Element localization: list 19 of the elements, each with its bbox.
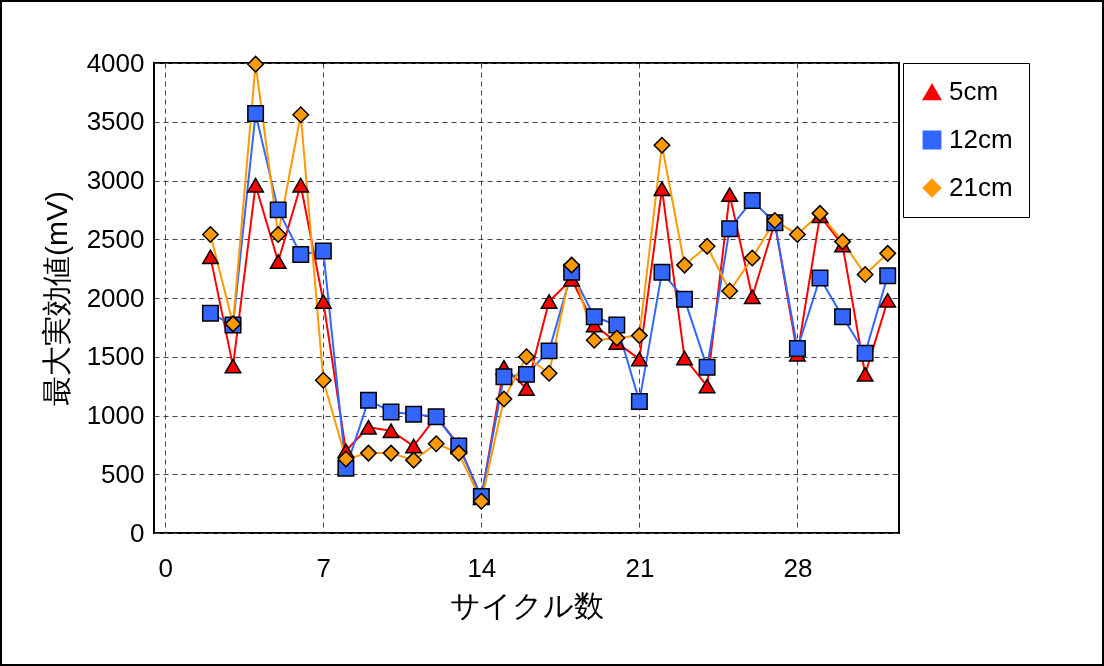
y-tick-label: 3000 — [86, 165, 145, 195]
y-tick-label: 2000 — [86, 282, 145, 313]
x-tick-label: 7 — [316, 552, 332, 583]
y-axis-title: 最大実効値(mV) — [39, 191, 73, 406]
y-tick-label: 2500 — [86, 223, 145, 254]
x-tick-label: 21 — [625, 552, 655, 583]
y-tick-label: 1000 — [86, 400, 145, 430]
y-tick-label: 0 — [130, 517, 145, 548]
x-axis-title: サイクル数 — [450, 588, 604, 622]
x-tick-label: 14 — [467, 552, 497, 583]
y-tick-label: 500 — [101, 458, 145, 489]
y-tick-label: 1500 — [86, 341, 145, 372]
x-tick-label: 0 — [158, 552, 174, 583]
y-tick-label: 4000 — [86, 47, 145, 78]
legend-label: 12cm — [949, 124, 1013, 154]
x-tick-label: 28 — [783, 552, 813, 583]
y-tick-label: 3500 — [86, 106, 145, 137]
legend-label: 5cm — [949, 76, 999, 106]
legend-label: 21cm — [949, 172, 1013, 202]
